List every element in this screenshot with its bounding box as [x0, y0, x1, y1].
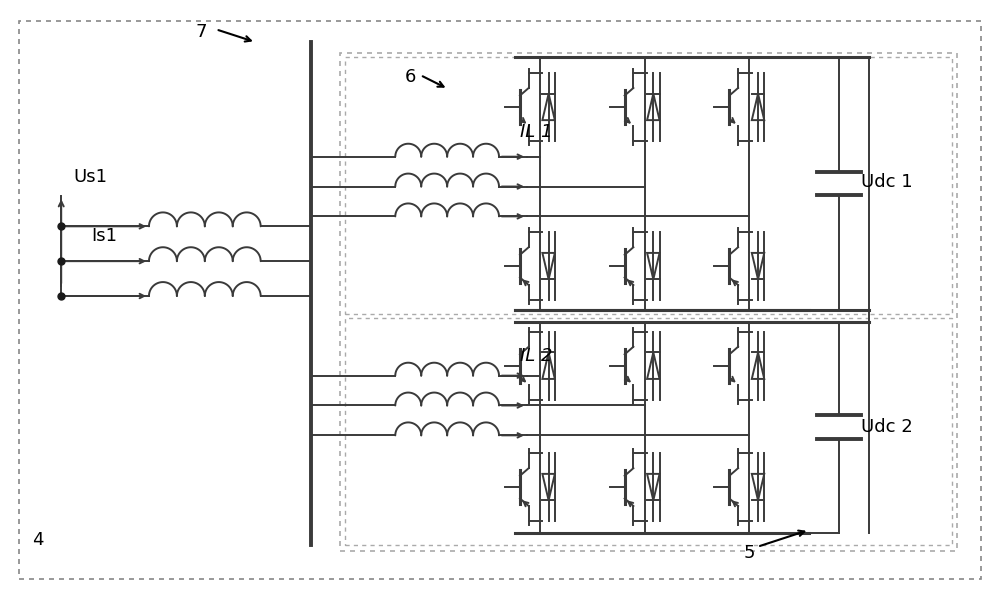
Text: IL 2: IL 2	[520, 347, 552, 365]
Text: Udc 1: Udc 1	[861, 173, 913, 191]
Text: 4: 4	[33, 531, 44, 549]
Text: 5: 5	[744, 544, 755, 562]
Text: Us1: Us1	[73, 167, 107, 185]
Bar	[345, 318, 952, 545]
Bar	[340, 53, 957, 551]
Text: Udc 2: Udc 2	[861, 418, 913, 436]
Bar	[345, 57, 952, 314]
Text: Is1: Is1	[91, 227, 117, 246]
Text: IL 1: IL 1	[520, 123, 552, 141]
Text: 7: 7	[195, 23, 207, 41]
Text: 6: 6	[405, 68, 416, 86]
